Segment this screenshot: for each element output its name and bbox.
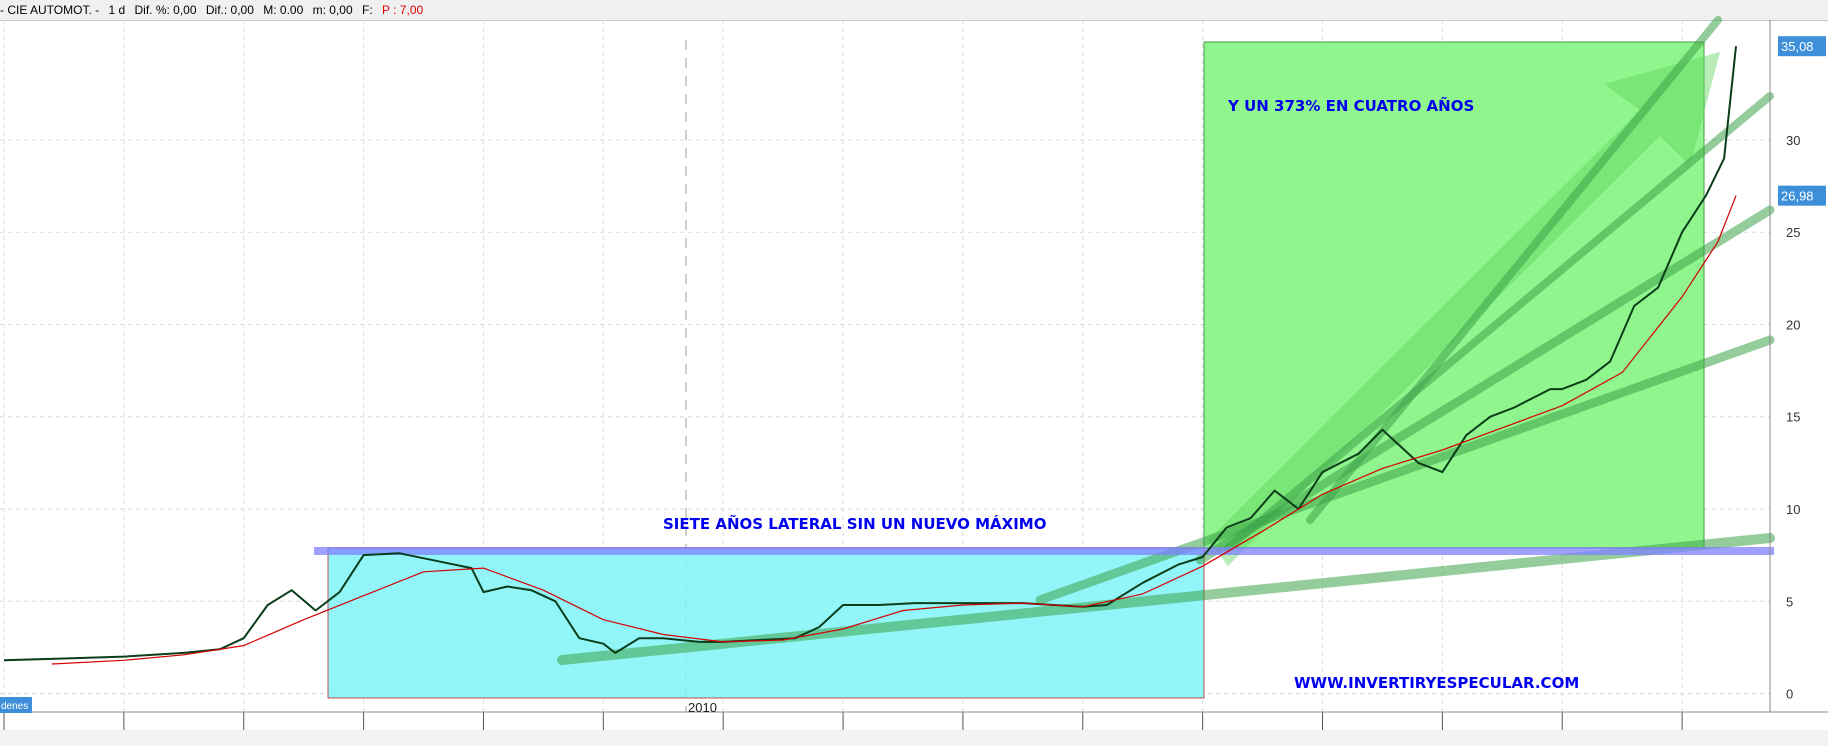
trend-line — [1306, 16, 1722, 524]
price-badge — [1778, 185, 1826, 206]
f-label: F: — [362, 3, 373, 17]
y-tick-label: 25 — [1786, 225, 1800, 240]
period-label: 1 d — [108, 3, 126, 17]
y-tick-label: 5 — [1786, 594, 1793, 609]
dif-label: Dif.: 0,00 — [205, 3, 254, 17]
y-tick-label: 10 — [1786, 502, 1800, 517]
y-tick-label: 20 — [1786, 317, 1800, 332]
left-badge — [0, 697, 32, 713]
max-label: M: 0.00 — [263, 3, 304, 17]
symbol-label: - CIE AUTOMOT. - — [0, 3, 100, 17]
moving-average-line — [51, 195, 1737, 665]
annotation-lateral: SIETE AÑOS LATERAL SIN UN NUEVO MÁXIMO — [663, 514, 1046, 533]
trend-line — [1224, 92, 1774, 552]
price-label: P : 7,00 — [382, 3, 424, 17]
chart-header: - CIE AUTOMOT. - 1 d Dif. %: 0,00 Dif.: … — [0, 0, 1828, 21]
price-series-line — [3, 46, 1737, 662]
trend-line — [1035, 335, 1775, 605]
y-tick-label: 0 — [1786, 687, 1793, 702]
website-label: WWW.INVERTIRYESPECULAR.COM — [1294, 674, 1579, 692]
price-badge-label: 35,08 — [1781, 39, 1814, 54]
left-badge-label: denes — [1, 701, 28, 712]
bottom-strip — [0, 730, 1828, 746]
price-badge-label: 26,98 — [1781, 189, 1814, 204]
resistance-band — [314, 547, 1774, 555]
y-tick-label: 30 — [1786, 133, 1800, 148]
y-tick-label: 15 — [1786, 410, 1800, 425]
dif-pct-label: Dif. %: 0,00 — [134, 3, 197, 17]
breakout-box — [1203, 41, 1705, 549]
year-marker-label: 2010 — [688, 700, 717, 715]
annotation-gain: Y UN 373% EN CUATRO AÑOS — [1227, 96, 1474, 115]
trend-line — [1195, 205, 1775, 565]
min-label: m: 0,00 — [312, 3, 353, 17]
lateral-range-box — [327, 547, 1205, 699]
price-badge — [1778, 36, 1826, 57]
